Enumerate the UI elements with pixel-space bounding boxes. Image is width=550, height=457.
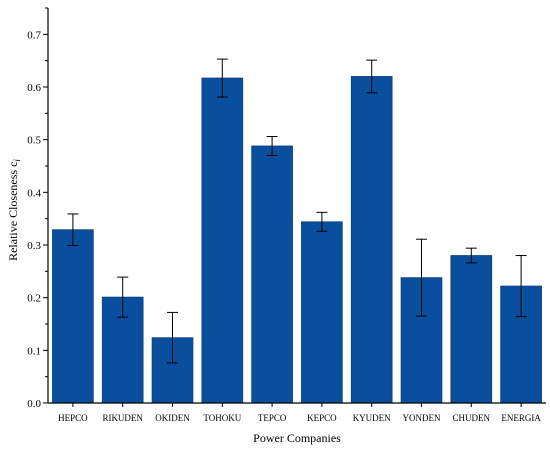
x-tick-label-hepco: HEPCO <box>58 413 88 423</box>
bar-tohoku <box>201 77 244 404</box>
error-bar-hepco <box>67 213 79 247</box>
y-tick-label: 0.0 <box>27 398 41 410</box>
error-bar-yonden <box>416 238 427 317</box>
error-bar-rikuden <box>117 276 129 318</box>
x-tick-label-rikuden: RIKUDEN <box>102 413 143 423</box>
x-axis-label: Power Companies <box>253 431 341 445</box>
error-bar-kyuden <box>366 59 378 94</box>
x-tick-label-tohoku: TOHOKU <box>203 413 241 423</box>
bar-kyuden <box>350 76 393 404</box>
y-axis-label: Relative Closeness ci <box>6 159 22 261</box>
bar-hepco <box>52 229 94 404</box>
error-bar-kepco <box>316 211 328 232</box>
y-tick-label: 0.6 <box>27 82 41 94</box>
y-axis-label-main: Relative Closeness c <box>6 162 20 261</box>
x-tick-label-okiden: OKIDEN <box>155 413 190 423</box>
y-tick-label: 0.1 <box>27 345 41 357</box>
x-tick-label-energia: ENERGIA <box>501 413 541 423</box>
error-bar-tepco <box>266 136 278 156</box>
y-axis: 0.0 0.1 0.2 0.3 0.4 0.5 0.6 0.7 <box>27 7 49 410</box>
y-tick-label: 0.2 <box>27 293 41 305</box>
y-axis-label-subscript: i <box>12 159 22 162</box>
bars-group <box>52 76 542 404</box>
bar-chuden <box>450 255 493 404</box>
bar-tepco <box>251 145 293 404</box>
y-tick-label: 0.4 <box>27 187 41 199</box>
y-tick-label: 0.3 <box>27 240 41 252</box>
x-tick-label-chuden: CHUDEN <box>453 413 491 423</box>
error-bar-energia <box>515 255 527 318</box>
y-tick-label: 0.7 <box>27 29 41 41</box>
bar-kepco <box>301 221 343 404</box>
error-bar-chuden <box>465 247 477 264</box>
error-bar-tohoku <box>216 58 228 98</box>
x-axis: HEPCO RIKUDEN OKIDEN TOHOKU TEPCO KEPCO KYUDEN… <box>48 402 546 423</box>
error-bars-group <box>67 58 527 364</box>
x-tick-label-tepco: TEPCO <box>258 413 287 423</box>
x-tick-label-kepco: KEPCO <box>307 413 337 423</box>
y-tick-label: 0.5 <box>27 135 41 147</box>
x-tick-label-kyuden: KYUDEN <box>353 413 391 423</box>
x-tick-label-yonden: YONDEN <box>403 413 441 423</box>
error-bar-okiden <box>167 311 178 364</box>
